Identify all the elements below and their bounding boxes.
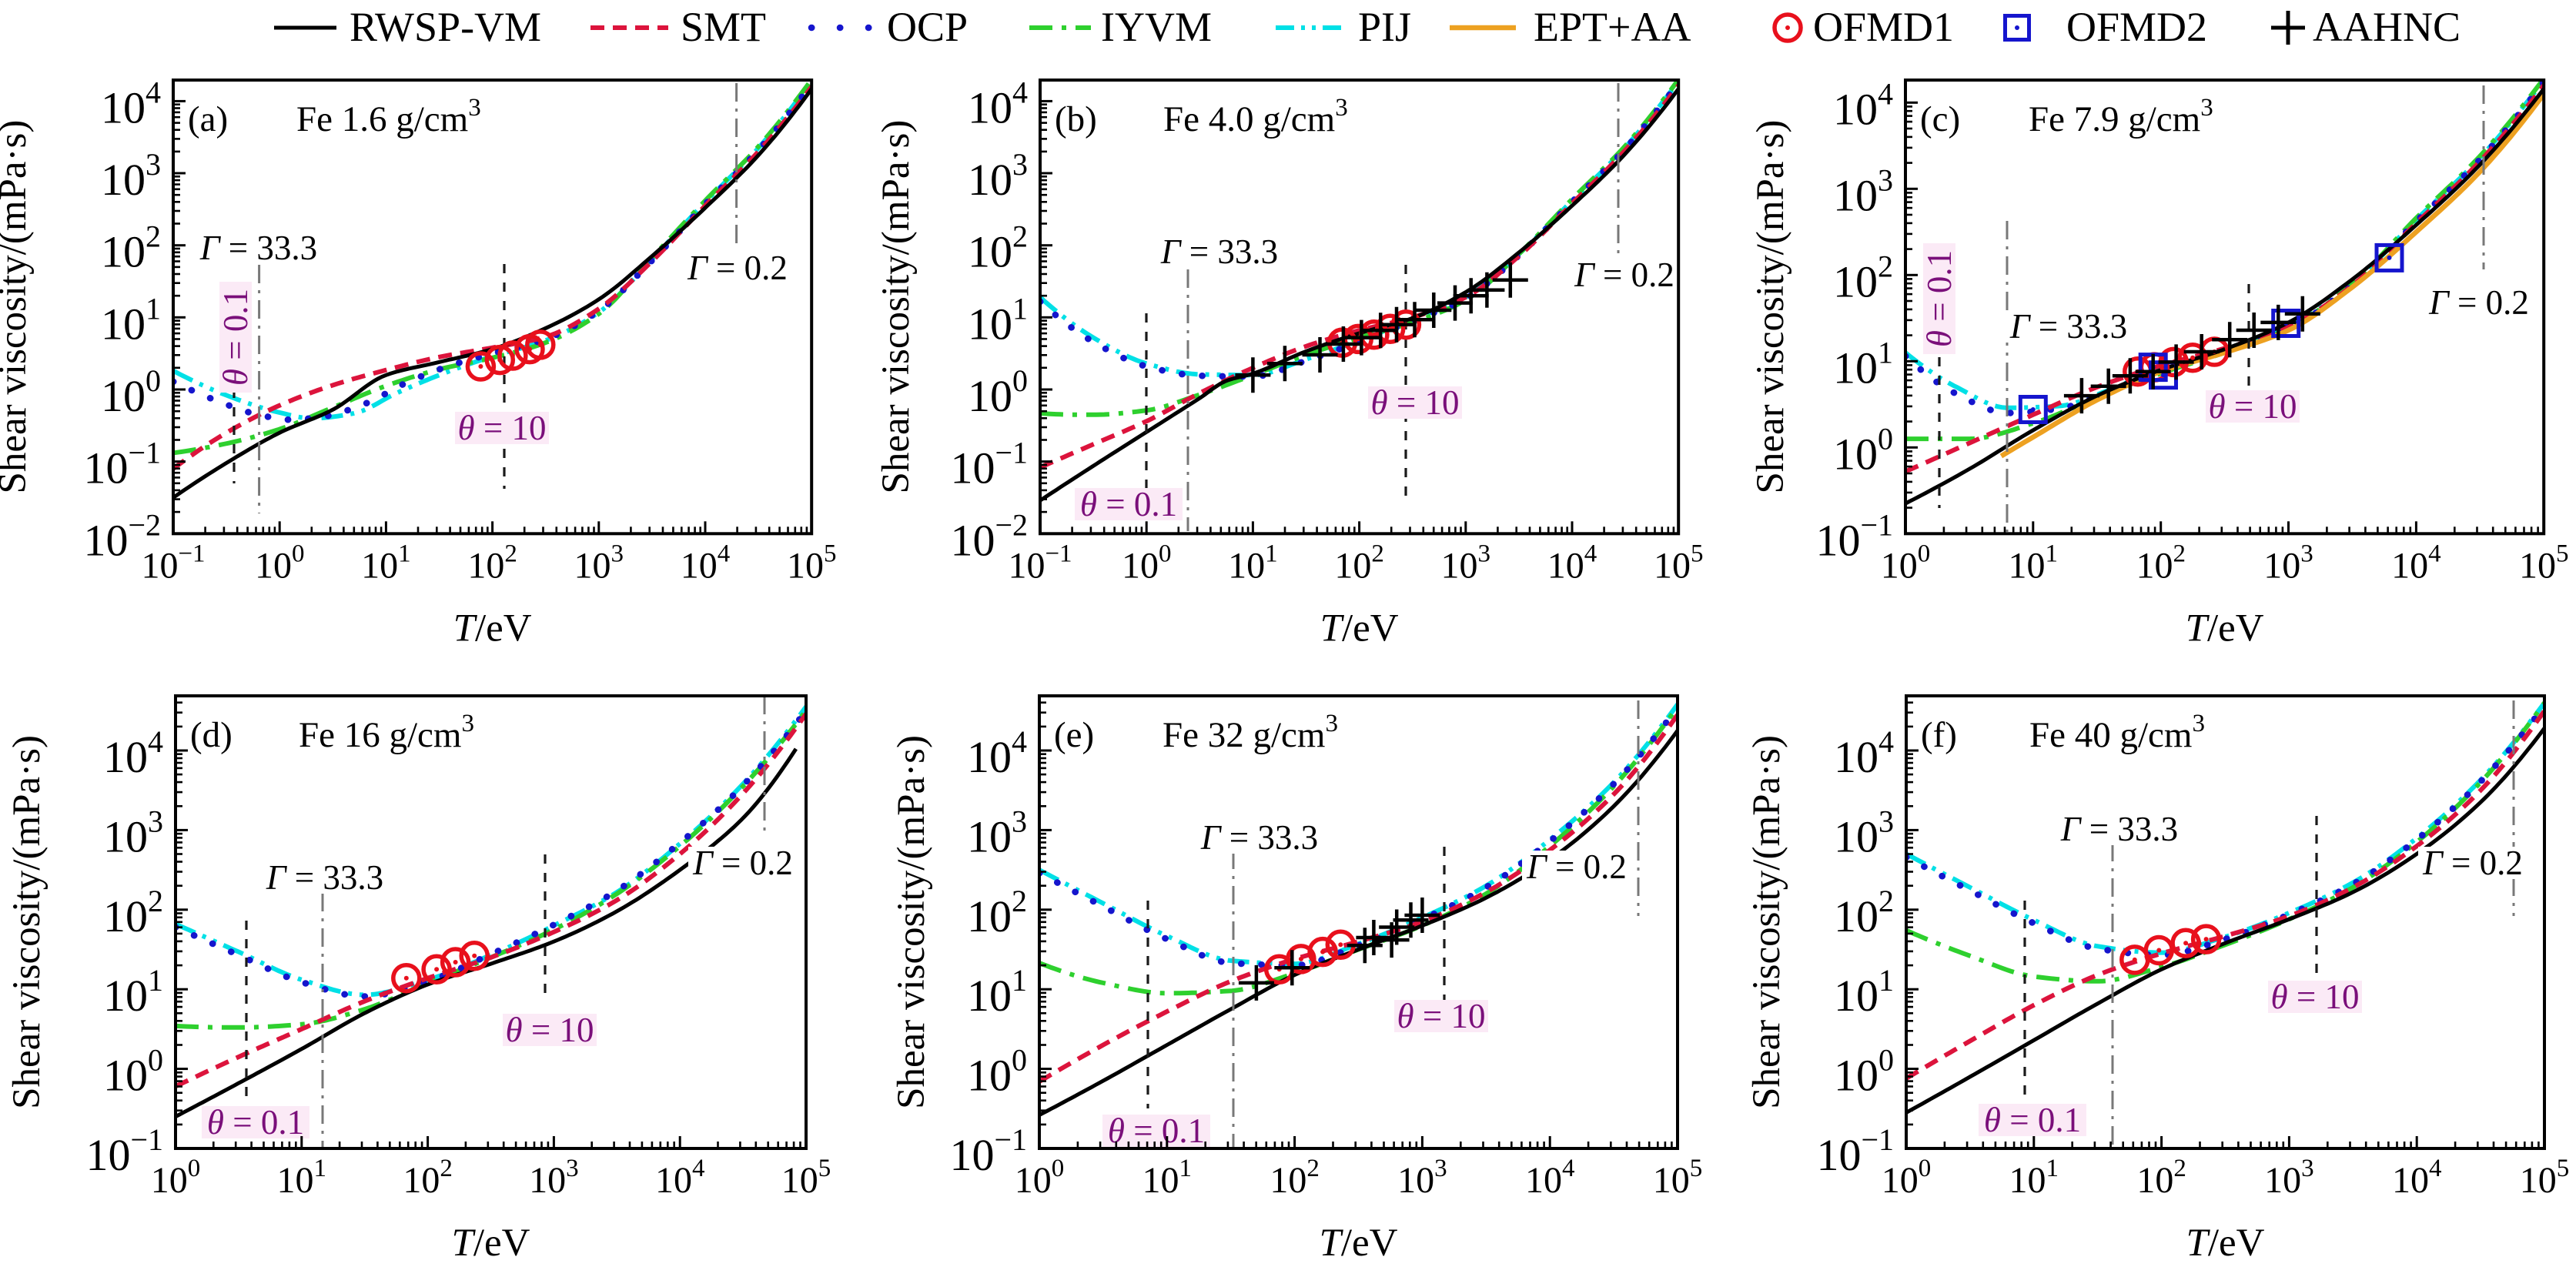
- svg-text:Γ = 0.2: Γ = 0.2: [1574, 256, 1674, 294]
- svg-text:θ = 0.1: θ = 0.1: [1920, 250, 1959, 347]
- svg-text:θ = 10: θ = 10: [2271, 978, 2360, 1016]
- svg-text:Γ = 33.3: Γ = 33.3: [1200, 818, 1318, 857]
- svg-text:T/eV: T/eV: [2186, 607, 2264, 650]
- svg-text:(e): (e): [1054, 715, 1094, 755]
- svg-text:Γ = 0.2: Γ = 0.2: [1526, 847, 1627, 886]
- svg-text:10−1: 10−1: [1815, 507, 1893, 565]
- svg-text:Γ = 33.3: Γ = 33.3: [1160, 232, 1278, 271]
- svg-text:θ = 0.1: θ = 0.1: [207, 1103, 304, 1142]
- svg-text:Fe 16 g/cm3: Fe 16 g/cm3: [299, 710, 474, 755]
- svg-text:101: 101: [967, 963, 1027, 1021]
- svg-text:θ = 10: θ = 10: [1397, 997, 1486, 1035]
- svg-text:Γ = 0.2: Γ = 0.2: [687, 249, 788, 287]
- svg-text:Fe 32 g/cm3: Fe 32 g/cm3: [1163, 710, 1338, 755]
- svg-text:IYVM: IYVM: [1101, 4, 1212, 50]
- svg-text:θ = 0.1: θ = 0.1: [1984, 1101, 2081, 1139]
- svg-text:Shear viscosity/(mPa·s): Shear viscosity/(mPa·s): [1749, 120, 1792, 494]
- svg-text:θ = 0.1: θ = 0.1: [1108, 1112, 1205, 1150]
- svg-text:θ = 10: θ = 10: [1371, 383, 1460, 422]
- svg-text:Γ = 0.2: Γ = 0.2: [2422, 844, 2523, 882]
- svg-text:Shear viscosity/(mPa·s): Shear viscosity/(mPa·s): [1745, 735, 1788, 1109]
- svg-text:OCP: OCP: [887, 4, 968, 50]
- svg-text:T/eV: T/eV: [2186, 1222, 2264, 1265]
- svg-text:T/eV: T/eV: [1319, 1222, 1397, 1265]
- svg-text:Shear viscosity/(mPa·s): Shear viscosity/(mPa·s): [0, 120, 35, 494]
- svg-text:100: 100: [103, 1043, 163, 1101]
- svg-text:Fe 1.6 g/cm3: Fe 1.6 g/cm3: [296, 94, 481, 139]
- svg-text:102: 102: [1334, 540, 1384, 586]
- svg-text:Fe 4.0 g/cm3: Fe 4.0 g/cm3: [1163, 94, 1348, 139]
- svg-text:(a): (a): [188, 99, 228, 139]
- svg-text:Γ = 33.3: Γ = 33.3: [199, 229, 317, 267]
- svg-text:EPT+AA: EPT+AA: [1534, 4, 1691, 50]
- svg-text:10−1: 10−1: [83, 436, 161, 493]
- svg-text:Γ = 33.3: Γ = 33.3: [2060, 810, 2178, 848]
- svg-text:Γ = 0.2: Γ = 0.2: [2428, 283, 2529, 322]
- svg-text:T/eV: T/eV: [451, 1222, 530, 1265]
- svg-text:Γ = 0.2: Γ = 0.2: [692, 844, 793, 882]
- svg-text:θ = 10: θ = 10: [2209, 387, 2297, 426]
- svg-text:102: 102: [101, 219, 161, 277]
- svg-text:OFMD2: OFMD2: [2066, 4, 2207, 50]
- svg-text:(c): (c): [1920, 99, 1960, 139]
- svg-text:AAHNC: AAHNC: [2313, 4, 2461, 50]
- svg-text:θ = 0.1: θ = 0.1: [216, 289, 255, 386]
- svg-text:Γ = 33.3: Γ = 33.3: [266, 858, 383, 897]
- svg-text:T/eV: T/eV: [1320, 607, 1399, 650]
- svg-text:101: 101: [277, 1155, 327, 1201]
- svg-text:102: 102: [1834, 884, 1894, 941]
- svg-text:θ = 0.1: θ = 0.1: [1080, 485, 1177, 523]
- svg-text:SMT: SMT: [681, 4, 766, 50]
- svg-text:(b): (b): [1055, 99, 1097, 139]
- svg-text:(f): (f): [1921, 715, 1957, 755]
- svg-text:Γ = 33.3: Γ = 33.3: [2009, 307, 2127, 346]
- svg-text:(d): (d): [190, 715, 233, 755]
- svg-text:OFMD1: OFMD1: [1813, 4, 1954, 50]
- svg-text:Shear viscosity/(mPa·s): Shear viscosity/(mPa·s): [890, 735, 933, 1109]
- svg-text:RWSP-VM: RWSP-VM: [350, 4, 541, 50]
- svg-text:103: 103: [1833, 162, 1893, 220]
- svg-text:Fe 40 g/cm3: Fe 40 g/cm3: [2029, 710, 2205, 755]
- svg-text:105: 105: [1654, 540, 1704, 586]
- svg-text:T/eV: T/eV: [453, 607, 532, 650]
- svg-text:101: 101: [968, 291, 1028, 349]
- svg-text:PIJ: PIJ: [1358, 4, 1411, 50]
- svg-text:Shear viscosity/(mPa·s): Shear viscosity/(mPa·s): [5, 735, 49, 1109]
- svg-text:θ = 10: θ = 10: [458, 409, 547, 447]
- svg-text:θ = 10: θ = 10: [506, 1011, 594, 1049]
- svg-text:Shear viscosity/(mPa·s): Shear viscosity/(mPa·s): [875, 120, 918, 494]
- svg-text:Fe 7.9 g/cm3: Fe 7.9 g/cm3: [2029, 94, 2213, 139]
